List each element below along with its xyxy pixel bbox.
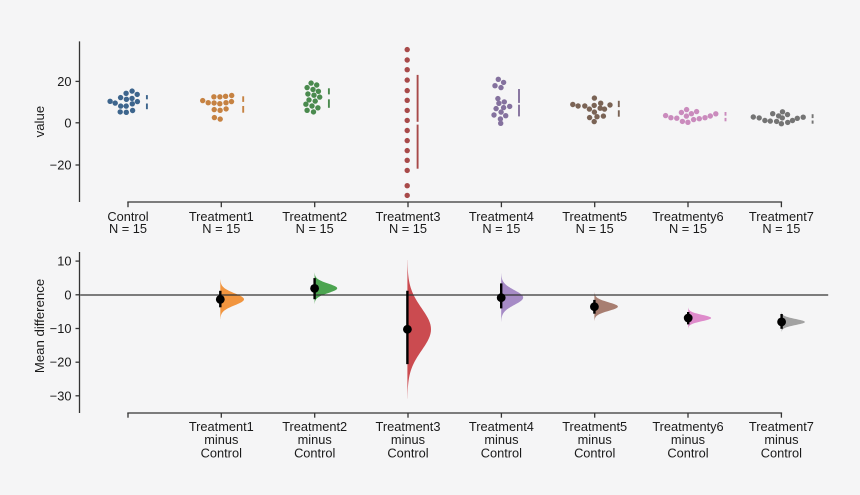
svg-text:Treatment3: Treatment3: [376, 209, 441, 224]
svg-text:Treatment4: Treatment4: [469, 419, 534, 434]
svg-text:Control: Control: [387, 445, 428, 460]
svg-text:Control: Control: [294, 445, 335, 460]
svg-text:−20: −20: [50, 158, 72, 173]
svg-text:−20: −20: [50, 355, 72, 370]
svg-text:Treatment5: Treatment5: [562, 209, 627, 224]
svg-text:value: value: [32, 106, 47, 138]
svg-text:20: 20: [57, 74, 71, 89]
svg-text:Treatment1: Treatment1: [189, 209, 254, 224]
svg-text:minus: minus: [484, 432, 518, 447]
svg-text:minus: minus: [578, 432, 612, 447]
svg-text:minus: minus: [764, 432, 798, 447]
svg-text:10: 10: [57, 254, 71, 269]
svg-text:Mean difference: Mean difference: [32, 279, 47, 373]
svg-text:Treatment2: Treatment2: [282, 419, 347, 434]
svg-text:0: 0: [64, 115, 71, 130]
svg-text:Control: Control: [107, 209, 148, 224]
svg-text:Treatment7: Treatment7: [749, 419, 814, 434]
svg-text:N = 15: N = 15: [296, 221, 334, 236]
svg-text:N = 15: N = 15: [762, 221, 800, 236]
svg-text:Control: Control: [201, 445, 242, 460]
svg-text:Treatment3: Treatment3: [376, 419, 441, 434]
svg-text:minus: minus: [391, 432, 425, 447]
svg-text:Treatment4: Treatment4: [469, 209, 534, 224]
svg-text:−30: −30: [50, 388, 72, 403]
svg-text:Control: Control: [481, 445, 522, 460]
svg-text:N = 15: N = 15: [482, 221, 520, 236]
svg-text:minus: minus: [204, 432, 238, 447]
svg-text:N = 15: N = 15: [669, 221, 707, 236]
svg-text:−10: −10: [50, 321, 72, 336]
svg-text:minus: minus: [671, 432, 705, 447]
svg-text:Control: Control: [667, 445, 708, 460]
svg-text:0: 0: [64, 287, 71, 302]
svg-text:N = 15: N = 15: [109, 221, 147, 236]
svg-text:N = 15: N = 15: [202, 221, 240, 236]
svg-text:Treatment7: Treatment7: [749, 209, 814, 224]
svg-text:Treatment5: Treatment5: [562, 419, 627, 434]
svg-text:N = 15: N = 15: [576, 221, 614, 236]
svg-text:Control: Control: [761, 445, 802, 460]
svg-text:Treatment1: Treatment1: [189, 419, 254, 434]
svg-text:Treatmenty6: Treatmenty6: [652, 209, 723, 224]
svg-text:Treatment2: Treatment2: [282, 209, 347, 224]
svg-text:N = 15: N = 15: [389, 221, 427, 236]
svg-text:Treatmenty6: Treatmenty6: [652, 419, 723, 434]
svg-text:Control: Control: [574, 445, 615, 460]
svg-text:minus: minus: [298, 432, 332, 447]
